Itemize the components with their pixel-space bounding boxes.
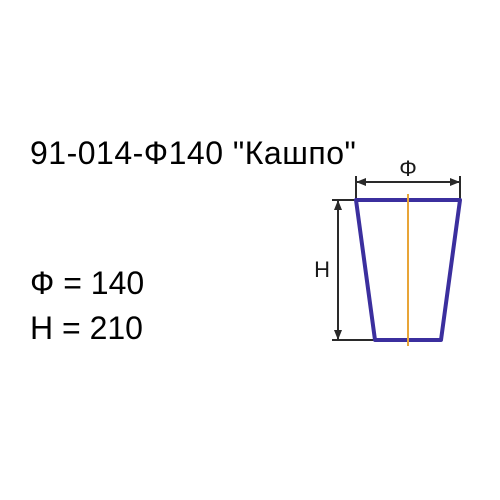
technical-diagram: ΦH <box>300 150 480 360</box>
svg-text:Φ: Φ <box>399 156 417 181</box>
svg-text:H: H <box>314 257 330 282</box>
diagram-svg: ΦH <box>300 150 480 360</box>
param-h: H = 210 <box>30 310 143 347</box>
param-phi: Ф = 140 <box>30 265 144 302</box>
